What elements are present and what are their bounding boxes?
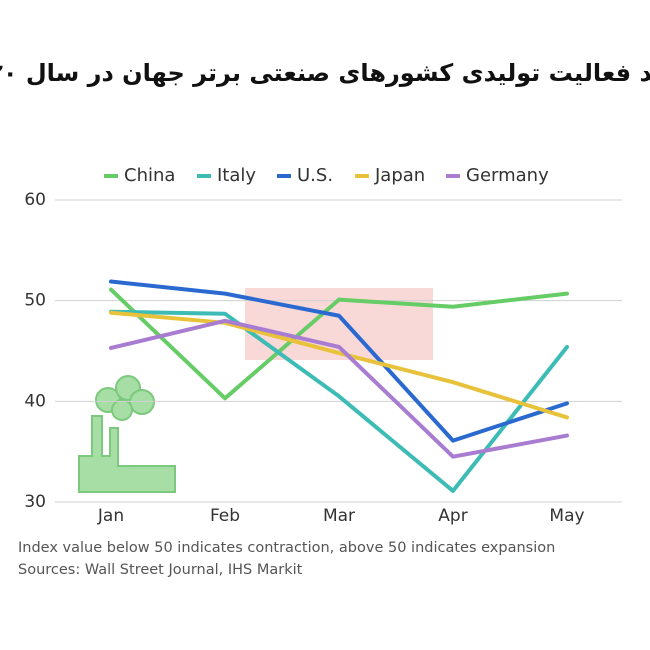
x-tick-label: Jan [97,506,124,526]
x-tick-label: Apr [438,506,467,526]
y-tick-label: 40 [24,391,46,411]
line [109,310,569,420]
y-tick-label: 50 [24,291,46,311]
note: Index value below 50 indicates contracti… [18,540,555,556]
chart-title: روند فعالیت تولیدی کشورهای صنعتی برتر جه… [0,59,650,87]
y-tick-label: 60 [24,190,46,210]
line [109,309,569,493]
legend-label: Japan [374,165,425,186]
x-tick-label: Feb [210,506,240,526]
line [109,318,569,459]
legend-label: Italy [217,165,256,186]
legend-label: Germany [466,165,549,186]
factory-icon [78,375,176,493]
x-tick-label: Mar [323,506,355,526]
legend-label: U.S. [297,165,333,186]
legend-label: China [124,165,175,186]
y-tick-label: 30 [24,492,46,512]
note: Sources: Wall Street Journal, IHS Markit [18,562,303,578]
line [109,279,569,443]
line [109,287,569,401]
x-tick-label: May [549,506,584,526]
